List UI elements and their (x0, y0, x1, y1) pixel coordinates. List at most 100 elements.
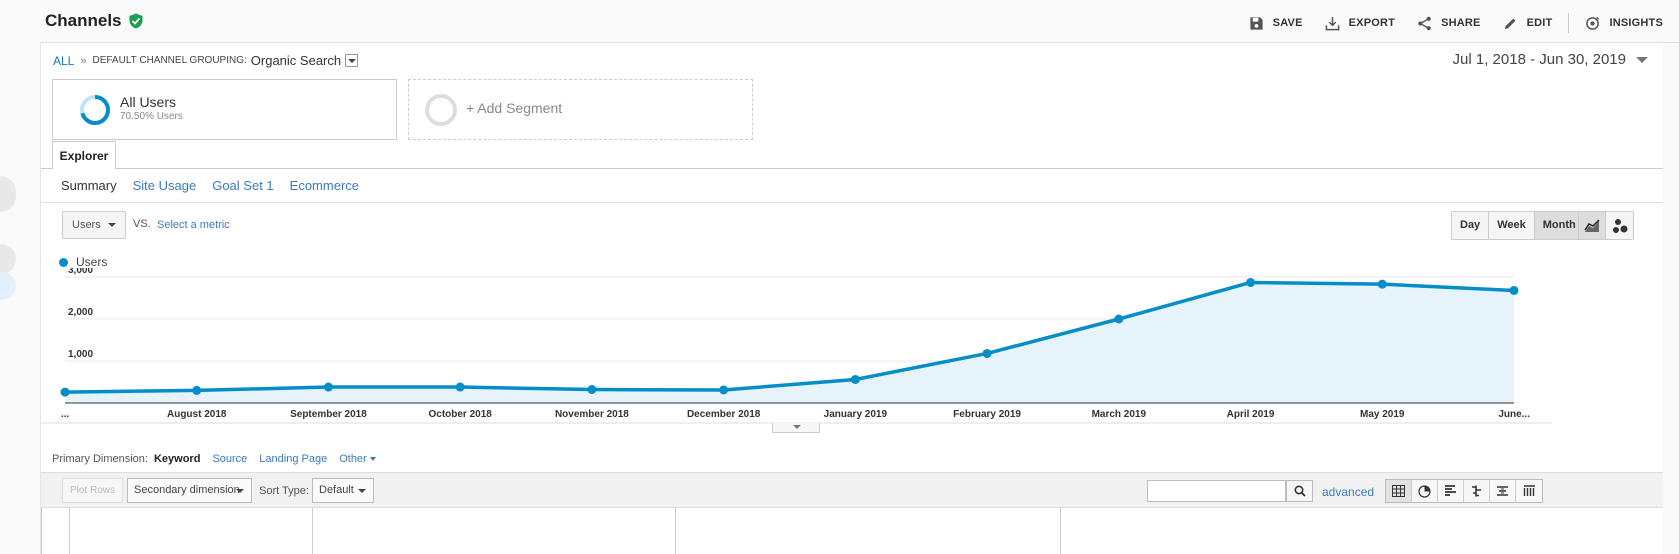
subtab-ecommerce[interactable]: Ecommerce (289, 178, 360, 193)
line-chart-button[interactable] (1579, 212, 1606, 239)
metric-dropdown[interactable]: Users (62, 211, 126, 239)
bubble-chart-icon (1612, 218, 1627, 233)
chevron-down-icon (1636, 56, 1648, 63)
view-pie-button[interactable] (1412, 480, 1438, 502)
pivot-icon (1523, 485, 1535, 496)
insights-label: INSIGHTS (1609, 17, 1663, 29)
insights-button[interactable]: INSIGHTS (1585, 16, 1663, 31)
column-divider (1060, 508, 1061, 554)
x-tick-label: November 2018 (555, 409, 629, 420)
tab-explorer[interactable]: Explorer (52, 141, 116, 169)
pie-chart-icon (1418, 484, 1431, 498)
table-header-row (41, 508, 1663, 554)
chart-type-toggle (1578, 211, 1634, 240)
actions-divider (1568, 13, 1570, 33)
breadcrumb-all-link[interactable]: ALL (53, 53, 75, 68)
subtab-site-usage[interactable]: Site Usage (132, 178, 197, 193)
view-performance-button[interactable] (1438, 480, 1464, 502)
view-table-button[interactable] (1386, 480, 1412, 502)
subtab-summary[interactable]: Summary (61, 178, 117, 193)
legend-dot-icon (59, 257, 68, 267)
data-point (1114, 314, 1124, 324)
x-tick-label: January 2019 (824, 409, 888, 420)
plot-rows-button[interactable]: Plot Rows (62, 478, 123, 503)
segment-percent: 70.50% Users (120, 111, 183, 122)
data-point (982, 348, 992, 358)
granularity-day-button[interactable]: Day (1452, 212, 1490, 239)
share-icon (1418, 16, 1431, 30)
export-icon (1325, 16, 1339, 30)
data-point (192, 385, 202, 395)
x-tick-label: April 2019 (1227, 409, 1275, 420)
segment-card-all-users[interactable]: All Users 70.50% Users (52, 79, 397, 140)
data-point (1246, 277, 1256, 287)
table-search-input[interactable] (1147, 480, 1286, 502)
x-tick-label: December 2018 (687, 409, 761, 420)
table-search-button[interactable] (1286, 480, 1313, 502)
x-tick-label: ... (61, 409, 70, 420)
export-button[interactable]: EXPORT (1325, 16, 1395, 31)
subtab-divider (41, 202, 1663, 203)
bar-chart-icon (1445, 485, 1456, 496)
data-point (719, 385, 729, 395)
tab-divider (41, 168, 1663, 169)
explorer-subtabs: Summary Site Usage Goal Set 1 Ecommerce (61, 178, 375, 193)
x-tick-label: August 2018 (167, 409, 227, 420)
advanced-filter-link[interactable]: advanced (1322, 485, 1375, 499)
series-line-users (64, 280, 1515, 394)
breadcrumb-dropdown[interactable] (345, 54, 359, 67)
dimension-landing-page[interactable]: Landing Page (259, 453, 328, 465)
collapse-chart-handle[interactable] (772, 423, 820, 433)
share-label: SHARE (1441, 17, 1481, 29)
page-title: Channels (45, 11, 122, 30)
data-point (455, 382, 465, 392)
data-point (323, 382, 333, 392)
report-header: Channels SAVE EXPORT SHARE EDIT INSIGHTS (40, 0, 1679, 43)
dimension-source[interactable]: Source (212, 453, 248, 465)
breadcrumb: ALL » DEFAULT CHANNEL GROUPING: Organic … (53, 53, 359, 68)
x-tick-label: June... (1498, 409, 1530, 420)
add-segment-ring-icon (425, 94, 457, 126)
view-term-cloud-button[interactable] (1490, 480, 1516, 502)
view-comparison-button[interactable] (1464, 480, 1490, 502)
side-decoration (0, 176, 16, 212)
verified-shield-icon (129, 13, 143, 29)
dimension-other-dropdown[interactable]: Other (339, 453, 376, 465)
insights-icon (1586, 16, 1600, 30)
series-area (65, 282, 1514, 403)
data-point (587, 385, 597, 395)
add-segment-button[interactable]: + Add Segment (408, 79, 753, 140)
data-point (60, 387, 70, 397)
primary-dimension-bar: Primary Dimension: Keyword Source Landin… (52, 453, 376, 465)
motion-chart-button[interactable] (1606, 212, 1633, 239)
table-toolbar: Plot Rows Secondary dimension Sort Type:… (41, 472, 1663, 508)
y-tick-label: 1,000 (68, 349, 93, 360)
sort-type-dropdown[interactable]: Default (312, 478, 374, 503)
column-divider (312, 508, 313, 554)
x-tick-label: October 2018 (428, 409, 492, 420)
report-content: ALL » DEFAULT CHANNEL GROUPING: Organic … (40, 43, 1663, 554)
share-button[interactable]: SHARE (1417, 16, 1481, 31)
save-button[interactable]: SAVE (1249, 16, 1303, 31)
dimension-keyword[interactable]: Keyword (153, 453, 201, 465)
data-point (1509, 285, 1519, 295)
select-metric-link[interactable]: Select a metric (157, 219, 230, 231)
secondary-dimension-dropdown[interactable]: Secondary dimension (127, 478, 252, 503)
comparison-icon (1472, 485, 1481, 497)
granularity-week-button[interactable]: Week (1489, 212, 1535, 239)
subtab-goal-set-1[interactable]: Goal Set 1 (212, 178, 274, 193)
edit-label: EDIT (1526, 17, 1553, 29)
data-point (1377, 279, 1387, 289)
x-tick-label: May 2019 (1360, 409, 1405, 420)
data-point (850, 374, 860, 384)
term-cloud-icon (1497, 486, 1508, 496)
view-pivot-button[interactable] (1516, 480, 1542, 502)
grid-icon (1392, 485, 1405, 497)
granularity-toggle: Day Week Month (1451, 211, 1585, 240)
edit-button[interactable]: EDIT (1503, 16, 1553, 31)
breadcrumb-dimension-value: Organic Search (250, 53, 342, 68)
granularity-month-button[interactable]: Month (1534, 212, 1584, 239)
line-chart-icon (1583, 218, 1600, 232)
date-range-picker[interactable]: Jul 1, 2018 - Jun 30, 2019 (1453, 51, 1648, 68)
breadcrumb-separator: » (80, 54, 87, 67)
